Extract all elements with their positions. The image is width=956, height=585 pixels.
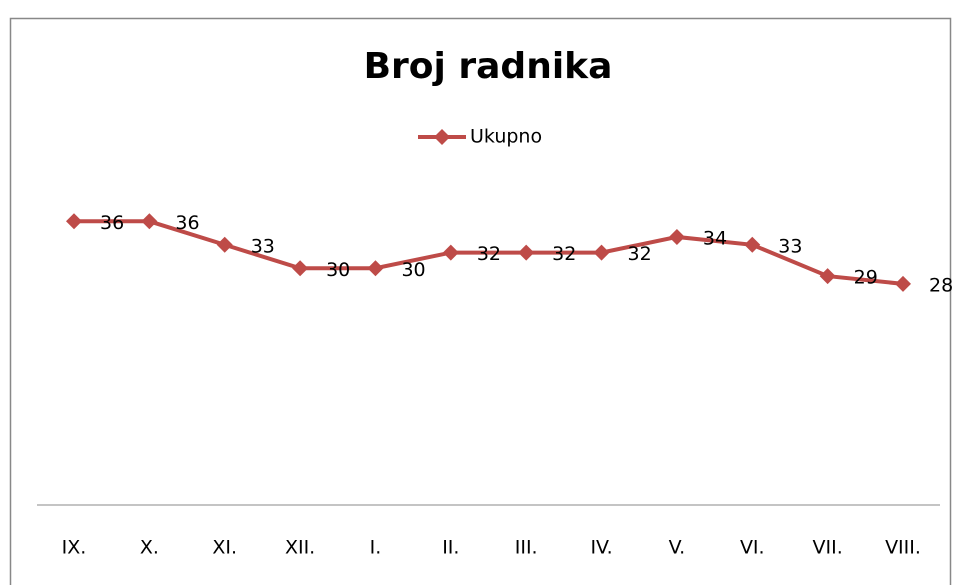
marker bbox=[895, 275, 911, 292]
data-label: 29 bbox=[854, 267, 878, 289]
marker bbox=[216, 236, 233, 253]
x-tick-label: VI. bbox=[740, 537, 765, 559]
legend-marker bbox=[434, 129, 450, 145]
marker bbox=[66, 213, 82, 230]
x-tick-label: VIII. bbox=[885, 537, 921, 559]
marker bbox=[442, 244, 459, 261]
series-line bbox=[74, 219, 904, 286]
marker bbox=[668, 228, 685, 245]
data-label: 28 bbox=[929, 274, 953, 296]
legend-label: Ukupno bbox=[470, 126, 542, 148]
marker bbox=[141, 213, 158, 230]
data-label: 32 bbox=[628, 243, 652, 265]
x-tick-label: III. bbox=[515, 537, 538, 559]
chart-frame bbox=[9, 17, 952, 585]
data-label: 33 bbox=[778, 235, 802, 257]
data-label: 36 bbox=[175, 212, 199, 234]
x-tick-label: VII. bbox=[813, 537, 843, 559]
marker bbox=[367, 260, 384, 277]
x-tick-label: XII. bbox=[285, 537, 315, 559]
data-label: 32 bbox=[477, 243, 501, 265]
x-tick-label: X. bbox=[140, 537, 159, 559]
data-label: 34 bbox=[703, 227, 727, 249]
data-label: 30 bbox=[326, 259, 350, 281]
x-tick-label: IV. bbox=[590, 537, 612, 559]
chart-title: Broj radnika bbox=[364, 46, 613, 87]
data-label: 33 bbox=[251, 235, 275, 257]
data-label: 32 bbox=[552, 243, 576, 265]
x-tick-label: II. bbox=[442, 537, 459, 559]
data-label: 36 bbox=[100, 212, 124, 234]
x-tick-label: IX. bbox=[62, 537, 87, 559]
marker bbox=[819, 268, 836, 285]
x-tick-label: XI. bbox=[212, 537, 237, 559]
x-tick-label: V. bbox=[669, 537, 686, 559]
marker bbox=[292, 260, 309, 277]
marker bbox=[593, 244, 610, 261]
marker bbox=[744, 236, 761, 253]
marker bbox=[518, 244, 535, 261]
x-tick-label: I. bbox=[370, 537, 382, 559]
data-label: 30 bbox=[401, 259, 425, 281]
